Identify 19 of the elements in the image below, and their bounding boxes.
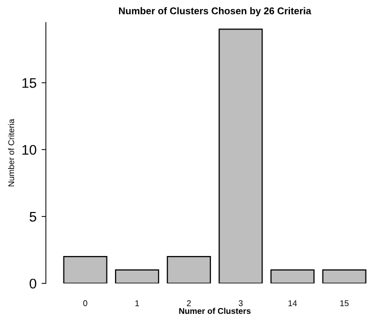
x-tick-label: 15 bbox=[340, 300, 349, 306]
bar bbox=[322, 269, 366, 284]
y-axis-title: Number of Criteria bbox=[8, 118, 14, 186]
y-tick-label: 0 bbox=[30, 278, 36, 289]
x-axis-title: Numer of Clusters bbox=[179, 308, 251, 314]
bar bbox=[218, 28, 263, 284]
y-tick-label: 10 bbox=[22, 144, 36, 155]
x-tick-label: 1 bbox=[135, 300, 139, 306]
x-tick-label: 3 bbox=[238, 300, 243, 306]
x-tick-label: 2 bbox=[186, 300, 191, 306]
chart-title: Number of Clusters Chosen by 26 Criteria bbox=[119, 7, 312, 16]
y-tick-label: 5 bbox=[30, 212, 36, 222]
x-tick-label: 14 bbox=[288, 300, 297, 306]
x-tick-label: 0 bbox=[83, 300, 88, 306]
bar bbox=[115, 269, 160, 284]
bar bbox=[166, 256, 211, 284]
y-tick-label: 15 bbox=[22, 78, 36, 88]
bar bbox=[63, 256, 108, 284]
bar bbox=[270, 269, 315, 284]
